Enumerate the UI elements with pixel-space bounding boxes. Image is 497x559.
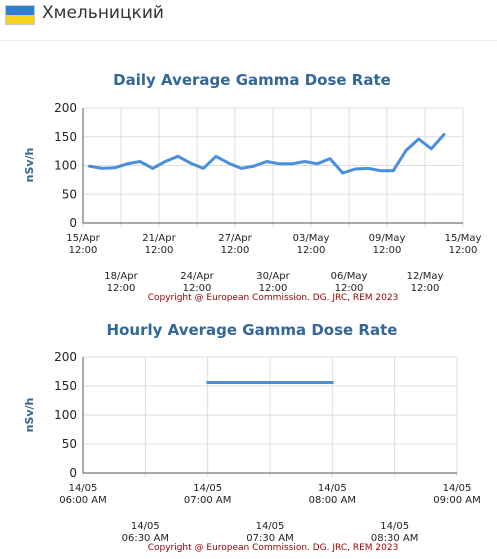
data-point <box>354 168 356 170</box>
x-tick-label: 14/05 <box>380 521 409 532</box>
data-point <box>215 155 217 157</box>
copyright-note: Copyright @ European Commission. DG. JRC… <box>148 293 399 303</box>
ukraine-flag-icon <box>5 5 35 25</box>
chart-title: Daily Average Gamma Dose Rate <box>113 71 391 89</box>
location-name: Хмельницкий <box>42 3 164 23</box>
y-tick-label: 100 <box>54 159 77 173</box>
x-tick-label: 18/Apr <box>104 271 138 282</box>
data-point <box>152 167 154 169</box>
data-point <box>430 148 432 150</box>
data-point <box>114 167 116 169</box>
location-header: Хмельницкий <box>0 0 497 34</box>
data-point <box>139 160 141 162</box>
x-tick-label: 12/May <box>407 271 444 282</box>
x-tick-sublabel: 12:00 <box>411 283 440 294</box>
data-point <box>367 167 369 169</box>
data-point <box>380 170 382 172</box>
x-tick-sublabel: 12:00 <box>259 283 288 294</box>
data-point <box>331 382 333 384</box>
data-point <box>329 158 331 160</box>
x-tick-label: 15/May <box>445 233 482 244</box>
y-tick-label: 0 <box>69 216 77 230</box>
data-point <box>177 155 179 157</box>
x-tick-sublabel: 12:00 <box>449 245 478 256</box>
data-point <box>304 160 306 162</box>
data-point <box>190 162 192 164</box>
x-tick-label: 21/Apr <box>142 233 176 244</box>
x-tick-label: 27/Apr <box>218 233 252 244</box>
x-tick-label: 14/05 <box>443 483 472 494</box>
x-tick-sublabel: 08:00 AM <box>309 495 356 506</box>
y-axis-title: nSv/h <box>23 398 36 433</box>
x-tick-sublabel: 09:00 AM <box>433 495 480 506</box>
x-tick-sublabel: 12:00 <box>221 245 250 256</box>
copyright-note: Copyright @ European Commission. DG. JRC… <box>148 543 399 553</box>
data-point <box>126 163 128 165</box>
data-point <box>253 165 255 167</box>
data-point <box>392 170 394 172</box>
data-point <box>342 172 344 174</box>
x-tick-sublabel: 12:00 <box>69 245 98 256</box>
data-point <box>88 165 90 167</box>
x-tick-label: 03/May <box>293 233 330 244</box>
y-tick-label: 100 <box>54 408 77 422</box>
x-tick-sublabel: 06:00 AM <box>59 495 106 506</box>
header-divider <box>0 40 497 41</box>
x-tick-label: 24/Apr <box>180 271 214 282</box>
data-point <box>101 167 103 169</box>
data-point <box>316 163 318 165</box>
hourly-chart: Hourly Average Gamma Dose Rate 0 50 100 150 2… <box>23 321 481 553</box>
data-point <box>418 138 420 140</box>
x-tick-label: 14/05 <box>318 483 347 494</box>
data-point <box>443 133 445 135</box>
x-tick-sublabel: 12:00 <box>373 245 402 256</box>
x-tick-label: 14/05 <box>193 483 222 494</box>
data-point <box>291 163 293 165</box>
data-point <box>164 160 166 162</box>
x-tick-sublabel: 12:00 <box>145 245 174 256</box>
data-point <box>405 150 407 152</box>
x-tick-label: 15/Apr <box>66 233 100 244</box>
x-tick-sublabel: 12:00 <box>297 245 326 256</box>
y-axis-title: nSv/h <box>23 148 36 183</box>
x-tick-label: 09/May <box>369 233 406 244</box>
x-tick-sublabel: 08:30 AM <box>371 533 418 544</box>
y-tick-label: 200 <box>54 101 77 115</box>
x-tick-label: 14/05 <box>131 521 160 532</box>
x-tick-sublabel: 07:00 AM <box>184 495 231 506</box>
data-point <box>266 160 268 162</box>
daily-chart: Daily Average Gamma Dose Rate 0 50 100 150 20… <box>23 71 482 303</box>
data-point <box>202 167 204 169</box>
data-point <box>207 382 209 384</box>
y-tick-label: 150 <box>54 379 77 393</box>
x-tick-sublabel: 07:30 AM <box>246 533 293 544</box>
x-tick-sublabel: 12:00 <box>107 283 136 294</box>
y-tick-label: 150 <box>54 130 77 144</box>
y-tick-label: 50 <box>62 437 77 451</box>
data-point <box>228 162 230 164</box>
data-point <box>278 163 280 165</box>
chart-title: Hourly Average Gamma Dose Rate <box>107 321 398 339</box>
x-tick-label: 30/Apr <box>256 271 290 282</box>
y-tick-label: 50 <box>62 187 77 201</box>
x-tick-sublabel: 06:30 AM <box>122 533 169 544</box>
x-tick-sublabel: 12:00 <box>183 283 212 294</box>
data-point <box>240 167 242 169</box>
series-line <box>87 133 446 175</box>
x-tick-label: 14/05 <box>69 483 98 494</box>
y-tick-label: 200 <box>54 350 77 364</box>
x-tick-label: 14/05 <box>256 521 285 532</box>
y-tick-label: 0 <box>69 466 77 480</box>
x-tick-sublabel: 12:00 <box>335 283 364 294</box>
x-tick-label: 06/May <box>331 271 368 282</box>
